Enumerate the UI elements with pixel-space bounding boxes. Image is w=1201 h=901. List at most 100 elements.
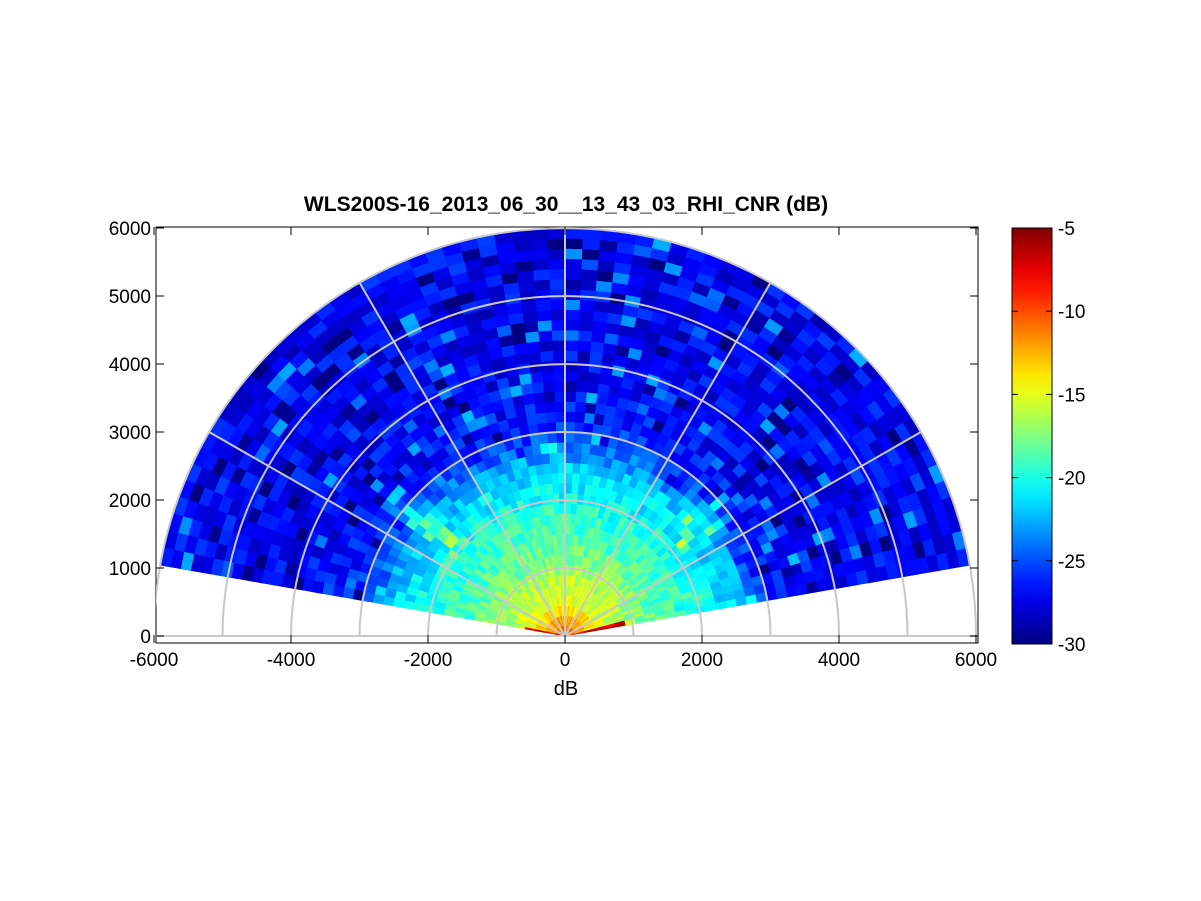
radar-cell: [564, 380, 577, 392]
radar-cell: [564, 248, 583, 260]
radar-cell: [564, 390, 577, 402]
radar-cell: [594, 290, 611, 303]
radar-cell: [573, 431, 584, 444]
radar-cell: [534, 289, 551, 302]
radar-cell: [555, 431, 566, 443]
radar-cell: [521, 310, 538, 323]
radar-cells: [159, 227, 971, 637]
radar-cell: [564, 319, 580, 331]
radar-cell: [541, 370, 555, 383]
radar-cell: [533, 401, 546, 414]
radar-cell: [564, 288, 581, 301]
radar-cell: [583, 412, 595, 424]
radar-cell: [545, 421, 557, 434]
radar-cell: [539, 350, 554, 362]
radar-cell: [564, 462, 573, 474]
radar-cell: [544, 401, 556, 413]
radar-cell: [580, 268, 598, 281]
radar-cell: [596, 382, 610, 396]
radar-cell: [589, 340, 605, 354]
radar-cell: [556, 441, 566, 453]
radar-cell: [550, 309, 566, 321]
radar-cell: [548, 258, 566, 270]
colorbar-ticks: -5 -10 -15 -20 -25 -30: [1012, 219, 1085, 656]
radar-cell: [579, 278, 597, 291]
radar-cell: [549, 462, 559, 474]
x-axis: -6000 -4000 -2000 0 2000 4000 6000: [130, 227, 997, 671]
radar-cell: [544, 411, 556, 423]
radar-cell: [564, 237, 583, 250]
x-tick-label: -4000: [267, 650, 316, 671]
radar-cell: [548, 452, 558, 464]
radar-cell: [588, 351, 603, 364]
radar-cell: [564, 441, 574, 453]
radar-cell: [557, 482, 566, 494]
radar-cell: [572, 442, 583, 454]
radar-cell: [557, 472, 566, 484]
radar-cell: [547, 237, 566, 250]
radar-cell: [574, 411, 586, 423]
radar-cell: [531, 258, 550, 271]
radar-cell: [521, 392, 535, 406]
radar-cell: [586, 381, 599, 394]
angle-spoke: [564, 431, 922, 637]
radar-cell: [570, 503, 577, 515]
radar-cell: [519, 290, 536, 303]
radar-cell: [564, 411, 576, 423]
radar-cell: [587, 361, 602, 374]
angle-spoke: [564, 282, 772, 637]
radar-cell: [595, 280, 613, 293]
radar-cell: [584, 401, 597, 414]
angle-spoke: [208, 431, 566, 637]
radar-cell: [581, 238, 601, 251]
radar-cell: [571, 462, 581, 474]
radar-cell: [564, 482, 573, 494]
radar-cell: [569, 513, 577, 525]
colorbar: [1011, 227, 1053, 645]
radar-cell: [564, 268, 582, 280]
radar-cell: [557, 462, 566, 474]
radar-cell: [551, 482, 560, 495]
radar-cell: [549, 288, 566, 301]
radar-cell: [533, 278, 551, 291]
radar-cell: [587, 453, 598, 466]
radar-cell: [530, 248, 549, 261]
y-tick-label: 1000: [109, 559, 151, 580]
radar-cell: [569, 523, 576, 535]
radar-cell: [564, 278, 582, 290]
radar-cell: [555, 421, 566, 433]
radar-cell: [516, 269, 535, 283]
chart-title: WLS200S-16_2013_06_30__13_43_03_RHI_CNR …: [304, 193, 828, 216]
radar-cell: [551, 329, 566, 341]
radar-cell: [553, 390, 566, 402]
radar-cell: [564, 360, 578, 372]
radar-cell: [518, 372, 532, 386]
radar-cell: [577, 483, 586, 495]
radar-cell: [564, 299, 581, 311]
colorbar-tick-label: -10: [1058, 302, 1085, 323]
radar-cell: [549, 299, 566, 311]
radar-cell: [579, 289, 596, 302]
colorbar-tick-label: -25: [1058, 552, 1085, 573]
x-tick-label: 6000: [955, 650, 997, 671]
radar-cell: [535, 309, 552, 322]
radar-cell: [579, 452, 590, 465]
radar-cell: [517, 280, 535, 293]
radar-cell: [527, 351, 542, 364]
radar-cell: [575, 380, 588, 393]
radar-cell: [564, 227, 584, 239]
radar-cell: [577, 340, 592, 352]
colorbar-tick-label: -5: [1058, 219, 1075, 240]
radar-cell: [537, 329, 553, 342]
radar-cell: [550, 319, 566, 331]
radar-cell: [552, 370, 566, 382]
radar-cell: [550, 472, 559, 484]
radar-cell: [570, 482, 579, 495]
radar-cell: [576, 360, 590, 373]
radar-cell: [580, 442, 591, 455]
radar-cell: [570, 492, 578, 505]
radar-cell: [595, 269, 614, 283]
radar-cell: [556, 452, 566, 464]
radar-cell: [536, 319, 552, 332]
